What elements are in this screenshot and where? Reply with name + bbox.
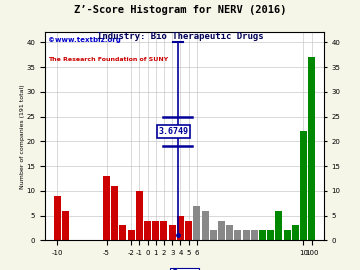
Bar	[251, 230, 258, 240]
Bar	[202, 211, 208, 240]
Bar	[259, 230, 266, 240]
Text: 3.6749: 3.6749	[159, 127, 189, 136]
Bar	[152, 221, 159, 240]
Bar	[128, 230, 135, 240]
Bar	[292, 225, 299, 240]
Bar	[111, 186, 118, 240]
Bar	[177, 215, 184, 240]
Bar	[54, 196, 61, 240]
Bar	[218, 221, 225, 240]
Bar	[284, 230, 291, 240]
Bar	[103, 176, 110, 240]
Y-axis label: Number of companies (191 total): Number of companies (191 total)	[20, 84, 25, 189]
Bar	[234, 230, 241, 240]
Bar	[120, 225, 126, 240]
Text: The Research Foundation of SUNY: The Research Foundation of SUNY	[48, 57, 168, 62]
Bar	[308, 57, 315, 240]
Bar	[275, 211, 282, 240]
Bar	[136, 191, 143, 240]
Text: Industry: Bio Therapeutic Drugs: Industry: Bio Therapeutic Drugs	[97, 32, 263, 41]
Bar	[193, 206, 200, 240]
Bar	[185, 221, 192, 240]
Bar	[226, 225, 233, 240]
Bar	[169, 225, 176, 240]
Bar	[300, 131, 307, 240]
Text: Score: Score	[171, 269, 198, 270]
Text: ©www.textbiz.org: ©www.textbiz.org	[48, 36, 121, 43]
Bar	[62, 211, 69, 240]
Bar	[243, 230, 249, 240]
Bar	[144, 221, 151, 240]
Text: Z’-Score Histogram for NERV (2016): Z’-Score Histogram for NERV (2016)	[74, 5, 286, 15]
Bar	[267, 230, 274, 240]
Bar	[210, 230, 217, 240]
Bar	[161, 221, 167, 240]
